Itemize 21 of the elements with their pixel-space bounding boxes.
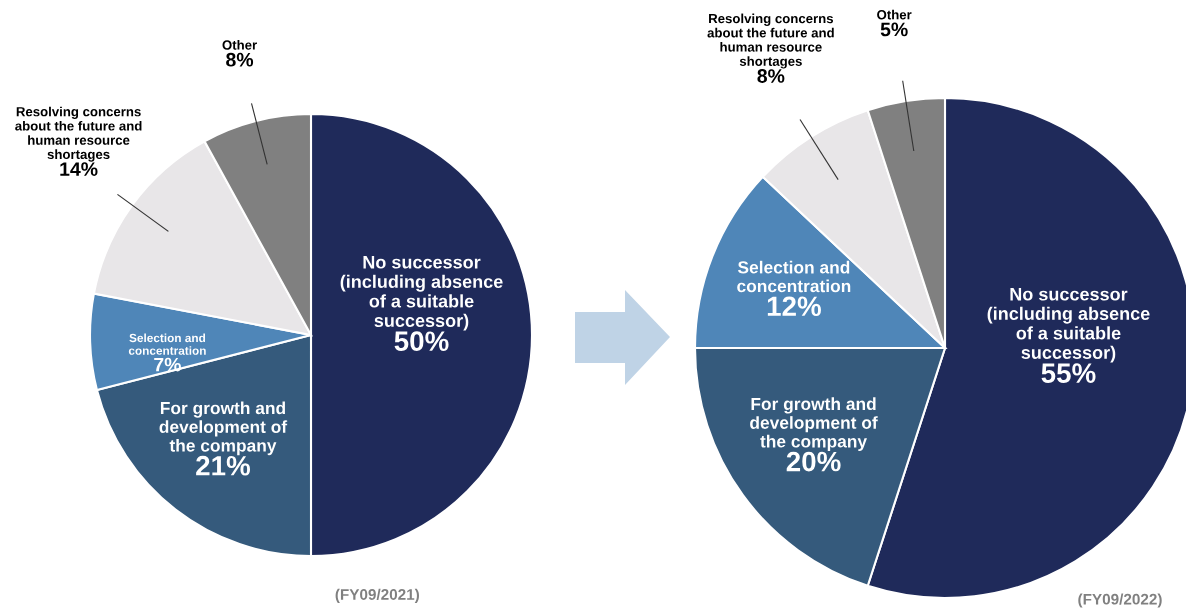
text: (FY09/2021) [335, 588, 420, 603]
slice-label: No successor (including absence of a suitable successor) [340, 255, 503, 331]
slice-label: Selection and concentration [737, 260, 851, 293]
slice-label: Resolving concerns about the future and human resource shortages [707, 13, 834, 69]
slice-label: For growth and development of the company [159, 401, 288, 456]
slice-label: Other [222, 40, 257, 50]
slice-label: No successor (including absence of a suitable successor) [987, 287, 1150, 363]
data-label: 20% [786, 451, 841, 472]
text: (FY09/2022) [1078, 593, 1162, 608]
slice-label: Resolving concerns about the future and human resource shortages [15, 106, 142, 162]
data-label: 55% [1041, 363, 1096, 383]
data-label: 50% [394, 331, 449, 351]
data-label: 21% [196, 455, 251, 476]
data-label: 5% [880, 22, 908, 37]
data-label: 8% [757, 69, 785, 83]
data-label: 12% [767, 296, 821, 317]
data-label: 14% [60, 162, 98, 176]
data-label: 8% [226, 52, 254, 67]
slice-label: Selection and concentration [128, 333, 206, 355]
slice-label: Other [877, 9, 912, 20]
slice-label: For growth and development of the company [750, 397, 878, 452]
